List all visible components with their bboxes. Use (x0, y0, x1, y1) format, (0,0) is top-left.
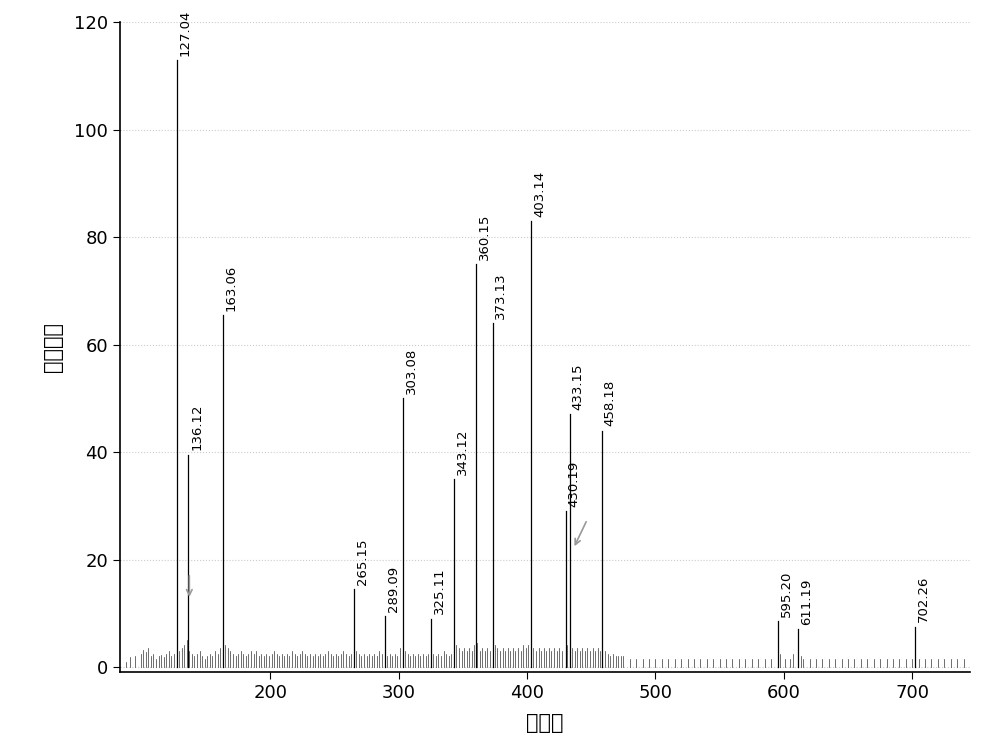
Text: 373.13: 373.13 (494, 272, 507, 319)
Text: 611.19: 611.19 (800, 579, 813, 625)
Text: 430.19: 430.19 (568, 461, 581, 507)
Text: 265.15: 265.15 (356, 539, 369, 585)
Text: 289.09: 289.09 (387, 565, 400, 612)
Text: 360.15: 360.15 (478, 214, 491, 260)
Text: 595.20: 595.20 (780, 571, 793, 617)
Text: 303.08: 303.08 (405, 348, 418, 394)
Text: 325.11: 325.11 (433, 568, 446, 614)
Text: 458.18: 458.18 (604, 380, 617, 427)
X-axis label: 质荷比: 质荷比 (526, 713, 564, 734)
Text: 702.26: 702.26 (917, 576, 930, 622)
Text: 163.06: 163.06 (225, 264, 238, 311)
Text: 343.12: 343.12 (456, 428, 469, 474)
Text: 127.04: 127.04 (178, 9, 191, 56)
Text: 136.12: 136.12 (190, 404, 203, 450)
Y-axis label: 相对强度: 相对强度 (43, 323, 63, 372)
Text: 433.15: 433.15 (572, 364, 585, 410)
Text: 403.14: 403.14 (533, 170, 546, 217)
